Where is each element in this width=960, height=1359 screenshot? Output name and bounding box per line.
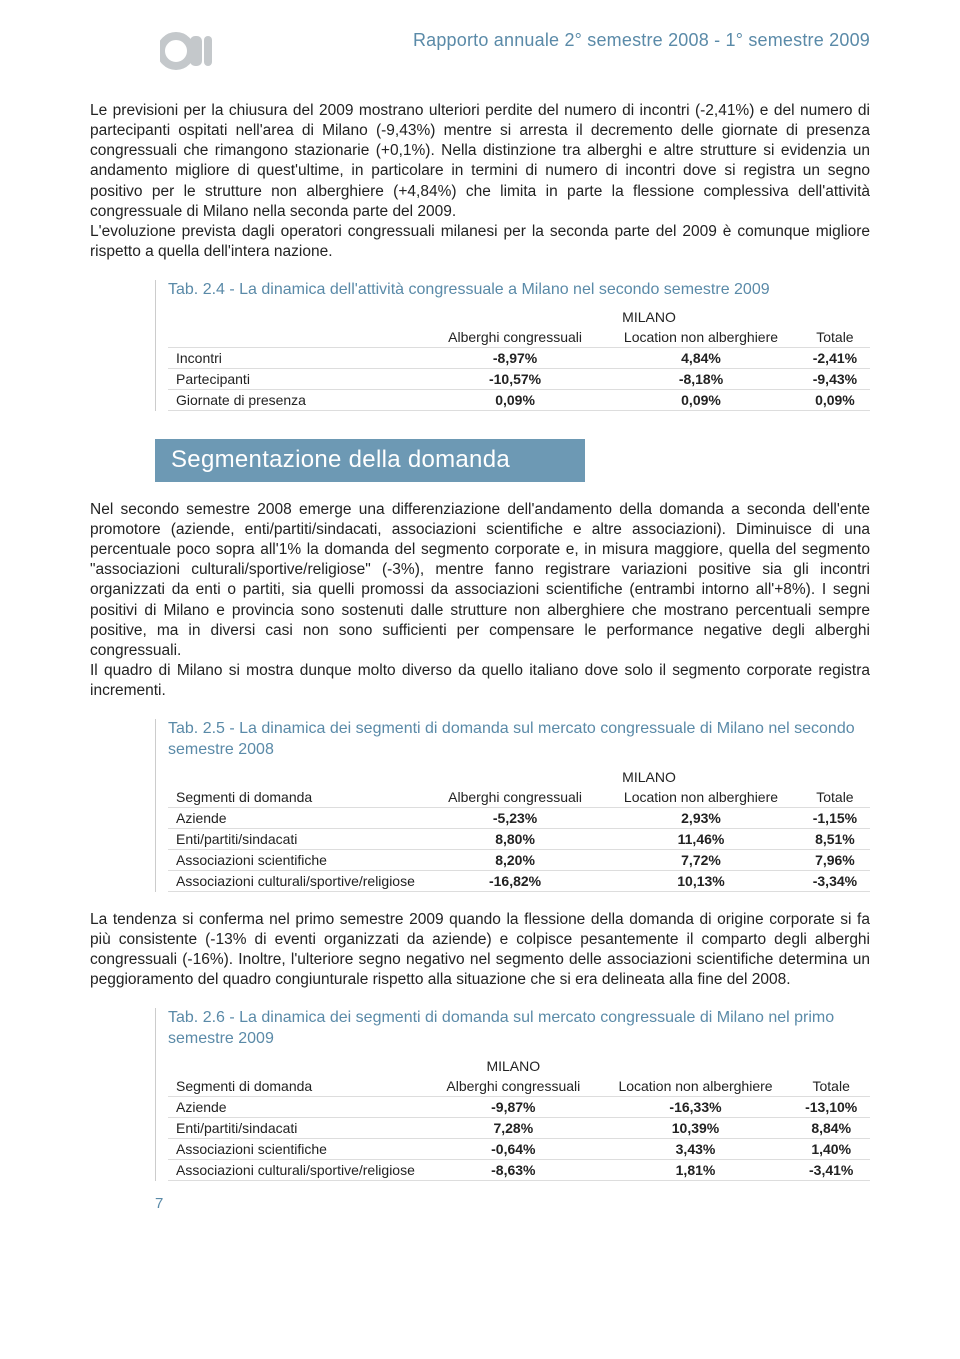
- row-label: Aziende: [168, 1097, 428, 1118]
- cell-value: -10,57%: [428, 368, 602, 389]
- table-25-col1: Alberghi congressuali: [428, 787, 602, 808]
- cell-value: 10,13%: [602, 870, 800, 891]
- paragraph-2: Nel secondo semestre 2008 emerge una dif…: [90, 500, 870, 701]
- table-26-rowhead: Segmenti di domanda: [168, 1076, 428, 1097]
- cell-value: -2,41%: [800, 347, 870, 368]
- cell-value: 7,28%: [428, 1118, 599, 1139]
- table-24-head-milano: MILANO: [428, 307, 870, 327]
- cell-value: -13,10%: [792, 1097, 870, 1118]
- cell-value: 2,93%: [602, 807, 800, 828]
- table-24-block: Tab. 2.4 - La dinamica dell'attività con…: [155, 280, 870, 411]
- table-25-block: Tab. 2.5 - La dinamica dei segmenti di d…: [155, 719, 870, 892]
- cell-value: 11,46%: [602, 828, 800, 849]
- row-label: Incontri: [168, 347, 428, 368]
- report-title: Rapporto annuale 2° semestre 2008 - 1° s…: [240, 30, 870, 51]
- cell-value: -9,43%: [800, 368, 870, 389]
- cell-value: 8,51%: [800, 828, 870, 849]
- row-label: Aziende: [168, 807, 428, 828]
- table-row: Giornate di presenza0,09%0,09%0,09%: [168, 389, 870, 410]
- row-label: Giornate di presenza: [168, 389, 428, 410]
- table-row: Partecipanti-10,57%-8,18%-9,43%: [168, 368, 870, 389]
- table-row: Aziende-5,23%2,93%-1,15%: [168, 807, 870, 828]
- table-26: MILANO Segmenti di domanda Alberghi cong…: [168, 1056, 870, 1181]
- row-label: Partecipanti: [168, 368, 428, 389]
- table-row: Associazioni scientifiche-0,64%3,43%1,40…: [168, 1139, 870, 1160]
- cell-value: -3,34%: [800, 870, 870, 891]
- paragraph-1: Le previsioni per la chiusura del 2009 m…: [90, 101, 870, 262]
- row-label: Associazioni scientifiche: [168, 1139, 428, 1160]
- cell-value: -8,97%: [428, 347, 602, 368]
- row-label: Associazioni scientifiche: [168, 849, 428, 870]
- cell-value: 4,84%: [602, 347, 800, 368]
- paragraph-1b-text: L'evoluzione prevista dagli operatori co…: [90, 223, 870, 260]
- cell-value: 3,43%: [599, 1139, 793, 1160]
- table-25-head-milano: MILANO: [428, 767, 870, 787]
- cell-value: -9,87%: [428, 1097, 599, 1118]
- cell-value: -16,33%: [599, 1097, 793, 1118]
- table-24-col2: Location non alberghiere: [602, 327, 800, 348]
- table-24-title: Tab. 2.4 - La dinamica dell'attività con…: [168, 280, 870, 301]
- cell-value: -0,64%: [428, 1139, 599, 1160]
- cell-value: 1,81%: [599, 1160, 793, 1181]
- cell-value: 10,39%: [599, 1118, 793, 1139]
- table-26-col1: Alberghi congressuali: [428, 1076, 599, 1097]
- cell-value: 7,96%: [800, 849, 870, 870]
- table-24-col1: Alberghi congressuali: [428, 327, 602, 348]
- cell-value: -16,82%: [428, 870, 602, 891]
- cell-value: -8,63%: [428, 1160, 599, 1181]
- page-number: 7: [155, 1195, 870, 1212]
- cell-value: -1,15%: [800, 807, 870, 828]
- table-25-col2: Location non alberghiere: [602, 787, 800, 808]
- cell-value: 1,40%: [792, 1139, 870, 1160]
- cell-value: -5,23%: [428, 807, 602, 828]
- row-label: Enti/partiti/sindacati: [168, 1118, 428, 1139]
- table-row: Associazioni culturali/sportive/religios…: [168, 870, 870, 891]
- cell-value: 7,72%: [602, 849, 800, 870]
- cell-value: 8,20%: [428, 849, 602, 870]
- table-row: Associazioni scientifiche8,20%7,72%7,96%: [168, 849, 870, 870]
- table-26-block: Tab. 2.6 - La dinamica dei segmenti di d…: [155, 1008, 870, 1181]
- row-label: Associazioni culturali/sportive/religios…: [168, 1160, 428, 1181]
- paragraph-2b-text: Il quadro di Milano si mostra dunque mol…: [90, 662, 870, 699]
- row-label: Enti/partiti/sindacati: [168, 828, 428, 849]
- paragraph-2-text: Nel secondo semestre 2008 emerge una dif…: [90, 501, 870, 659]
- section-segmentazione: Segmentazione della domanda: [155, 439, 585, 482]
- row-label: Associazioni culturali/sportive/religios…: [168, 870, 428, 891]
- cell-value: 0,09%: [800, 389, 870, 410]
- page-header: Rapporto annuale 2° semestre 2008 - 1° s…: [90, 30, 870, 79]
- table-25-col3: Totale: [800, 787, 870, 808]
- table-24: MILANO Alberghi congressuali Location no…: [168, 307, 870, 411]
- table-row: Incontri-8,97%4,84%-2,41%: [168, 347, 870, 368]
- cell-value: 8,80%: [428, 828, 602, 849]
- table-26-col3: Totale: [792, 1076, 870, 1097]
- table-row: Aziende-9,87%-16,33%-13,10%: [168, 1097, 870, 1118]
- table-row: Enti/partiti/sindacati8,80%11,46%8,51%: [168, 828, 870, 849]
- table-24-col3: Totale: [800, 327, 870, 348]
- logo-icon: [160, 30, 240, 79]
- cell-value: 8,84%: [792, 1118, 870, 1139]
- table-25-rowhead: Segmenti di domanda: [168, 787, 428, 808]
- table-26-col2: Location non alberghiere: [599, 1076, 793, 1097]
- cell-value: -8,18%: [602, 368, 800, 389]
- cell-value: -3,41%: [792, 1160, 870, 1181]
- table-26-title: Tab. 2.6 - La dinamica dei segmenti di d…: [168, 1008, 870, 1050]
- table-26-head-milano: MILANO: [428, 1056, 599, 1076]
- paragraph-3: La tendenza si conferma nel primo semest…: [90, 910, 870, 991]
- paragraph-1-text: Le previsioni per la chiusura del 2009 m…: [90, 102, 870, 220]
- table-row: Associazioni culturali/sportive/religios…: [168, 1160, 870, 1181]
- table-row: Enti/partiti/sindacati7,28%10,39%8,84%: [168, 1118, 870, 1139]
- table-25: MILANO Segmenti di domanda Alberghi cong…: [168, 767, 870, 892]
- cell-value: 0,09%: [602, 389, 800, 410]
- table-25-title: Tab. 2.5 - La dinamica dei segmenti di d…: [168, 719, 870, 761]
- cell-value: 0,09%: [428, 389, 602, 410]
